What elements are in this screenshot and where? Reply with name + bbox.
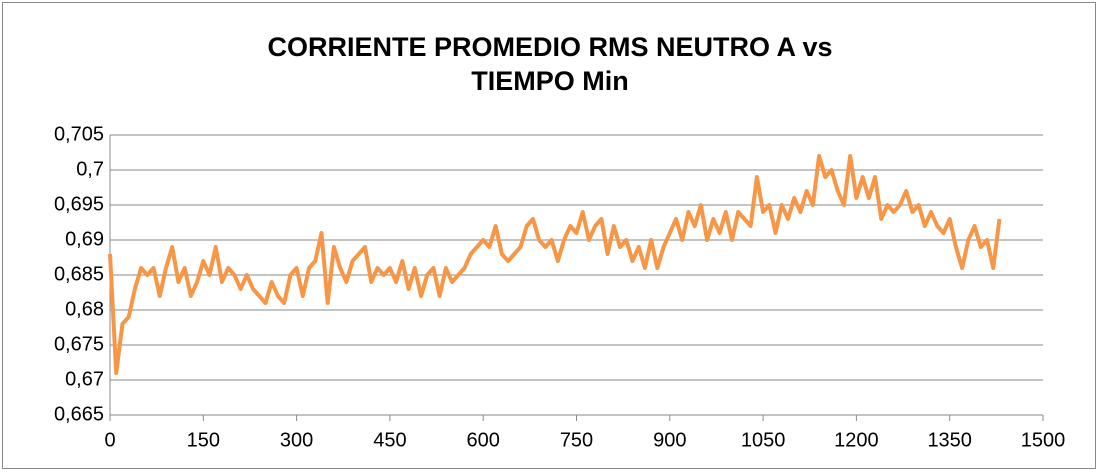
chart-title: CORRIENTE PROMEDIO RMS NEUTRO A vs TIEMP… [267,32,833,96]
y-tick-label: 0,67 [65,368,104,390]
x-tick-label: 450 [373,429,406,451]
x-tick-label: 600 [467,429,500,451]
y-tick-label: 0,665 [54,403,104,425]
y-tick-label: 0,7 [76,158,104,180]
y-tick-label: 0,695 [54,193,104,215]
x-tick-label: 1200 [834,429,879,451]
y-tick-label: 0,705 [54,123,104,145]
y-tick-label: 0,675 [54,333,104,355]
x-tick-label: 150 [187,429,220,451]
x-tick-label: 1500 [1021,429,1066,451]
data-line [108,154,1002,375]
x-tick-label: 1350 [927,429,972,451]
x-tick-label: 300 [280,429,313,451]
x-tick-label: 900 [653,429,686,451]
y-tick-label: 0,685 [54,263,104,285]
y-tick-label: 0,68 [65,298,104,320]
x-tick-label: 750 [560,429,593,451]
x-tick-label: 1050 [741,429,786,451]
y-tick-label: 0,69 [65,228,104,250]
x-tick-label: 0 [104,429,115,451]
